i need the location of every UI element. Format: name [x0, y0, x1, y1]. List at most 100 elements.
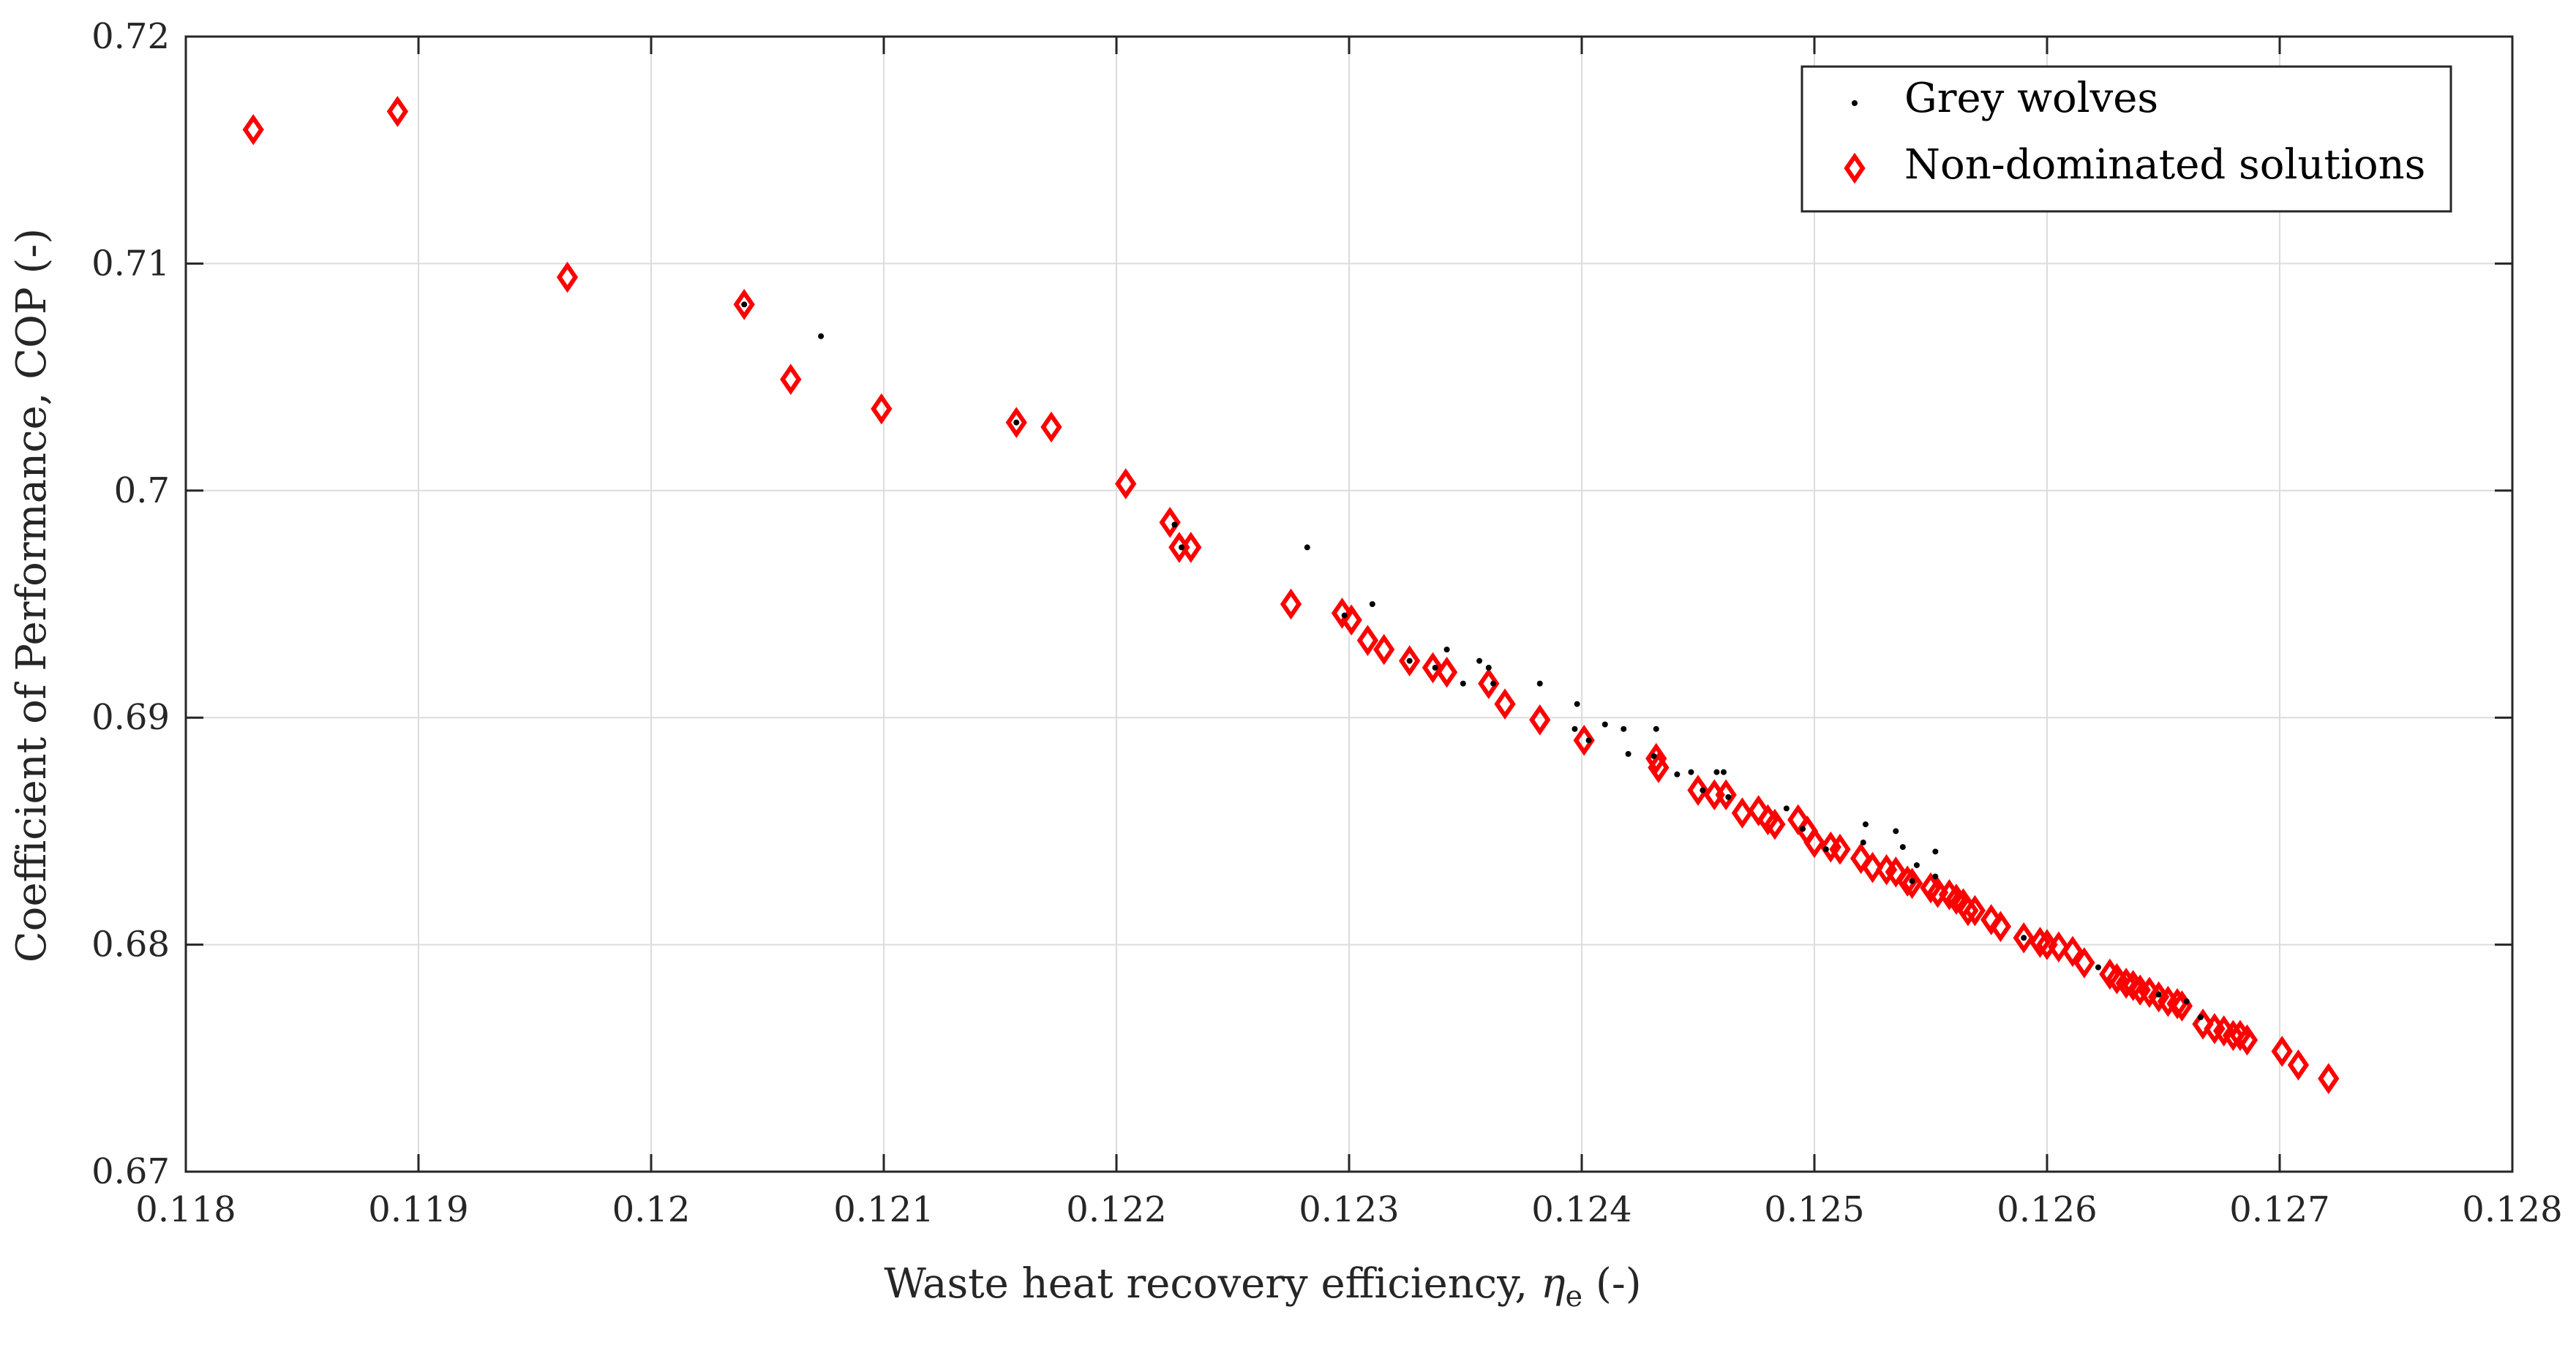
grey-wolf-point [1432, 664, 1438, 671]
non-dominated-point [2236, 1024, 2258, 1056]
non-dominated-point [1399, 645, 1421, 677]
non-dominated-point [386, 96, 409, 127]
grey-wolf-point [1406, 658, 1413, 664]
x-tick-label: 0.122 [1066, 1189, 1166, 1230]
x-tick-label: 0.128 [2462, 1189, 2562, 1230]
non-dominated-point [1850, 843, 1872, 874]
grey-wolf-point [1674, 771, 1681, 777]
grey-wolf-point [2095, 964, 2101, 971]
grey-wolf-point [1932, 873, 1939, 880]
grey-wolf-point [1860, 839, 1866, 845]
grey-wolf-point [1536, 680, 1543, 687]
grey-wolf-point [1369, 601, 1375, 607]
non-dominated-point [1340, 604, 1362, 636]
non-dominated-point [2287, 1049, 2310, 1081]
non-dominated-point [1957, 894, 1979, 927]
grey-wolf-point [1688, 769, 1694, 775]
non-dominated-point [1115, 468, 1137, 500]
grey-wolf-point [1713, 769, 1720, 775]
x-axis-title: Waste heat recovery efficiency, ηe (-) [884, 1260, 1641, 1314]
legend-grey-wolves-marker [1852, 100, 1858, 106]
x-axis-title-suffix: (-) [1582, 1260, 1641, 1308]
non-dominated-point [2073, 947, 2095, 979]
non-dominated-point [2013, 922, 2035, 954]
grey-wolf-point [1443, 647, 1450, 653]
grey-wolf-point [1341, 612, 1348, 619]
grey-wolf-point [1651, 753, 1657, 759]
grey-wolf-point [1304, 544, 1310, 551]
non-dominated-point [1731, 797, 1754, 829]
non-dominated-point [1645, 742, 1667, 775]
y-axis-title: Coefficient of Performance, COP (-) [8, 228, 56, 962]
grey-wolf-point [1653, 726, 1659, 732]
axis-ticks: 0.118 0.119 0.12 0.121 0.122 0.123 0.124 0.125 0… [91, 16, 2563, 1230]
non-dominated-point [733, 288, 755, 320]
non-dominated-point [242, 113, 264, 146]
grey-wolf-point [1720, 769, 1727, 775]
grey-wolf-point [2021, 935, 2027, 941]
non-dominated-point [2166, 988, 2188, 1020]
legend-grey-wolves-label: Grey wolves [1904, 75, 2158, 122]
legend: Grey wolves Non-dominated solutions [1800, 65, 2452, 213]
grey-wolf-point [818, 333, 825, 339]
non-dominated-point [1748, 795, 1770, 826]
grey-wolf-point [2155, 991, 2162, 998]
legend-box [1800, 65, 2452, 213]
x-tick-label: 0.12 [612, 1189, 691, 1230]
grey-wolf-point [1171, 521, 1178, 528]
legend-non-dominated-label: Non-dominated solutions [1904, 141, 2425, 189]
y-tick-label: 0.67 [91, 1151, 170, 1192]
non-dominated-point [1648, 752, 1670, 783]
x-axis-title-symbol: η [1541, 1260, 1566, 1308]
non-dominated-point [1040, 411, 1062, 443]
y-tick-label: 0.69 [91, 697, 170, 738]
grey-wolf-point [741, 301, 748, 308]
x-tick-label: 0.121 [833, 1189, 934, 1230]
grey-wolf-point [1585, 737, 1592, 744]
non-dominated-point [871, 393, 893, 425]
non-dominated-point [1989, 911, 2012, 943]
x-tick-label: 0.125 [1764, 1189, 1864, 1230]
x-tick-label: 0.127 [2229, 1189, 2329, 1230]
non-dominated-point [1687, 775, 1709, 806]
y-tick-label: 0.72 [91, 16, 170, 57]
x-tick-label: 0.118 [135, 1189, 236, 1230]
non-dominated-point [1980, 904, 2002, 935]
grey-wolf-point [1601, 721, 1608, 728]
grey-wolf-point [1574, 701, 1580, 707]
grey-wolf-point [1822, 846, 1829, 853]
non-dominated-point [1829, 833, 1851, 865]
non-dominated-point [556, 261, 579, 293]
non-dominated-point [1422, 652, 1444, 684]
non-dominated-point [780, 363, 802, 395]
non-dominated-point [1005, 407, 1027, 438]
non-dominated-point [1478, 668, 1500, 699]
grey-wolf-point [1725, 794, 1732, 800]
grey-wolf-point [1913, 862, 1920, 868]
y-tick-label: 0.71 [91, 243, 170, 284]
grey-wolf-point [1460, 680, 1466, 687]
non-dominated-point [1885, 856, 1907, 888]
grey-wolf-point [1571, 726, 1578, 732]
grey-wolf-point [1862, 821, 1869, 828]
non-dominated-point [1964, 894, 1986, 927]
grey-wolf-point [2197, 1014, 2204, 1020]
non-dominated-point [2192, 1008, 2214, 1040]
non-dominated-point [1715, 779, 1737, 811]
series-grey-wolves [741, 301, 2204, 1020]
non-dominated-point [1896, 865, 1918, 897]
x-tick-label: 0.123 [1299, 1189, 1399, 1230]
non-dominated-point [1373, 633, 1395, 666]
x-tick-label: 0.124 [1531, 1189, 1631, 1230]
grey-wolf-point [1013, 419, 1020, 426]
non-dominated-point [2271, 1036, 2293, 1067]
non-dominated-point [1331, 598, 1353, 629]
non-dominated-point [2062, 935, 2084, 968]
non-dominated-point [1803, 826, 1825, 859]
non-dominated-point [1494, 688, 1516, 720]
grey-wolf-point [1485, 664, 1492, 671]
grey-wolf-point [1899, 844, 1906, 851]
y-tick-label: 0.7 [114, 470, 170, 511]
grey-wolf-point [1700, 787, 1706, 794]
